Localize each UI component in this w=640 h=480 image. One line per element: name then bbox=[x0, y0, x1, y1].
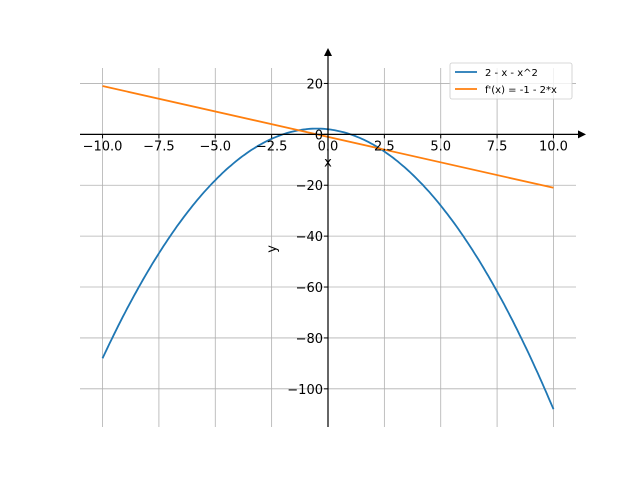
axes bbox=[80, 48, 586, 427]
y-tick-label: −40 bbox=[296, 230, 323, 245]
legend-entry-label: f'(x) = -1 - 2*x bbox=[485, 85, 557, 96]
legend-entry-label: 2 - x - x^2 bbox=[485, 68, 538, 79]
y-tick-label: 0 bbox=[315, 128, 323, 143]
y-axis-arrow-icon bbox=[324, 48, 332, 56]
x-axis-label: x bbox=[324, 155, 332, 170]
x-axis-arrow-icon bbox=[578, 130, 586, 139]
x-tick-label: −10.0 bbox=[83, 139, 123, 154]
x-tick-label: −2.5 bbox=[256, 139, 288, 154]
x-tick-label: 5.0 bbox=[430, 139, 451, 154]
y-axis-label: y bbox=[265, 245, 280, 253]
y-tick-label: −20 bbox=[296, 179, 323, 194]
x-tick-label: 7.5 bbox=[487, 139, 508, 154]
x-tick-label: 10.0 bbox=[539, 139, 568, 154]
y-tick-label: −80 bbox=[296, 332, 323, 347]
y-tick-label: 20 bbox=[306, 77, 323, 92]
x-tick-label: 0.0 bbox=[318, 139, 339, 154]
x-tick-label: 2.5 bbox=[374, 139, 395, 154]
legend-box bbox=[449, 62, 573, 100]
y-tick-label: −60 bbox=[296, 281, 323, 296]
legend: 2 - x - x^2 f'(x) = -1 - 2*x bbox=[449, 62, 573, 100]
x-tick-label: −5.0 bbox=[199, 139, 231, 154]
y-tick-label: −100 bbox=[287, 383, 323, 398]
x-tick-label: −7.5 bbox=[143, 139, 175, 154]
tick-labels: −10.0 −7.5 −5.0 −2.5 0.0 2.5 5.0 7.5 10.0 20 0 −20 −… bbox=[83, 77, 568, 397]
